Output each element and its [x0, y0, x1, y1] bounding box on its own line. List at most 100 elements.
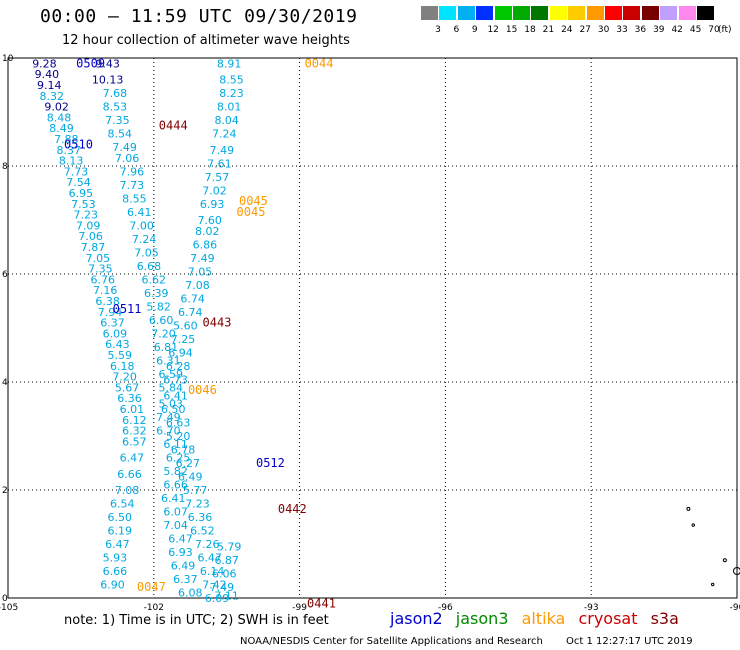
islands [686, 506, 740, 587]
wave-height-value: 6.50 [108, 511, 133, 524]
scale-swatch [421, 6, 438, 20]
scale-label: 18 [524, 25, 536, 35]
wave-height-value: 6.93 [168, 546, 193, 559]
wave-height-value: 7.94 [98, 306, 123, 319]
scale-swatch [476, 6, 494, 20]
wave-height-value: 6.09 [205, 592, 230, 605]
track-time-labels: 0509 0510 0511 0512 0444 0443 0442 0441 0044 0045… [64, 56, 336, 610]
wave-height-value: 6.90 [100, 579, 125, 592]
wave-height-value: 6.38 [95, 295, 120, 308]
wave-height-value: 6.74 [180, 292, 205, 305]
wave-height-value: 7.54 [66, 176, 91, 189]
wave-height-value: 6.76 [91, 273, 116, 286]
wave-height-value: 8.04 [214, 114, 239, 127]
scale-label: 42 [671, 25, 683, 35]
scale-swatch [660, 6, 678, 20]
wave-height-value: 7.05 [86, 252, 111, 265]
pass-time-label: 0443 [203, 316, 232, 330]
footnote: note: 1) Time is in UTC; 2) SWH is in fe… [64, 613, 329, 628]
footer-timestamp: Oct 1 12:27:17 UTC 2019 [566, 636, 693, 647]
scale-label: 33 [616, 25, 628, 35]
wave-height-value: 7.05 [188, 265, 213, 278]
wave-height-value: 7.42 [202, 579, 227, 592]
map-subtitle: 12 hour collection of altimeter wave hei… [62, 33, 350, 48]
wave-height-value: 6.19 [108, 525, 133, 538]
wave-height-value: 8.53 [103, 101, 128, 114]
scale-swatch [568, 6, 586, 20]
scale-swatch [678, 6, 696, 20]
legend-altika: altika [521, 609, 566, 628]
satellite-legend: jason2 jason3 altika cryosat s3a [390, 609, 687, 628]
wave-height-value: 6.47 [105, 538, 130, 551]
scale-swatch [439, 6, 457, 20]
wave-height-value: 6.66 [163, 479, 188, 492]
wave-height-value: 7.57 [205, 171, 230, 184]
scale-swatch [586, 6, 604, 20]
wave-height-value: 9.14 [37, 79, 62, 92]
pass-time-label: 0509 [76, 56, 105, 70]
wave-height-value: 8.49 [49, 122, 74, 135]
wave-height-value: 6.01 [120, 403, 145, 416]
wave-height-value: 6.78 [171, 444, 196, 457]
wave-height-value: 6.39 [144, 287, 169, 300]
wave-height-value: 5.67 [115, 381, 140, 394]
wave-height-value: 5.82 [146, 300, 171, 313]
scale-swatch [494, 6, 512, 20]
wave-height-value: 7.16 [93, 284, 118, 297]
wave-height-value: 6.06 [212, 568, 237, 581]
scale-swatch [697, 6, 714, 20]
scale-swatch [605, 6, 622, 20]
scale-swatch [623, 6, 641, 20]
track-b: 9.4310.137.688.537.358.547.497.067.967.7… [92, 57, 203, 599]
wave-height-value: 7.24 [132, 233, 157, 246]
wave-height-value: 6.47 [120, 452, 145, 465]
footer: NOAA/NESDIS Center for Satellite Applica… [240, 636, 713, 647]
wave-height-value: 6.52 [190, 525, 215, 538]
wave-height-value: 6.08 [178, 587, 203, 600]
wave-height-value: 7.02 [202, 184, 227, 197]
wave-height-value: 6.37 [100, 317, 125, 330]
scale-label: 3 [435, 25, 441, 35]
wave-height-value: 8.02 [195, 225, 220, 238]
wave-height-value: 6.14 [200, 565, 225, 578]
altimeter-tracks: 9.289.409.148.329.028.488.497.888.378.13… [32, 57, 244, 605]
wave-height-value: 6.27 [176, 457, 201, 470]
wave-height-value: 6.25 [166, 452, 191, 465]
map-grid [8, 58, 737, 598]
wave-height-value: 7.49 [210, 581, 235, 594]
pass-time-label: 0442 [278, 502, 307, 516]
wave-height-value: 9.02 [44, 101, 69, 114]
wave-height-value: 5.03 [159, 398, 184, 411]
pass-time-label: 0444 [159, 119, 188, 133]
wave-height-value: 6.87 [214, 554, 239, 567]
lon-tick-label: -105 [0, 603, 18, 613]
lon-tick-label: -102 [144, 603, 164, 613]
wave-height-value: 5.93 [103, 552, 128, 565]
wave-height-value: 6.59 [159, 368, 184, 381]
wave-height-value: 8.23 [219, 87, 244, 100]
pass-time-label: 0511 [113, 302, 142, 316]
scale-label: 12 [487, 25, 499, 35]
wave-height-value: 7.08 [185, 279, 210, 292]
wave-height-value: 7.60 [197, 214, 222, 227]
island [711, 582, 715, 587]
scale-label: 45 [689, 25, 702, 35]
legend-jason2: jason2 [390, 609, 443, 628]
lat-tick-label: 2 [2, 486, 8, 496]
wave-height-value: 7.35 [105, 114, 130, 127]
wave-height-value: 7.49 [156, 411, 181, 424]
scale-swatch [531, 6, 549, 20]
pass-time-label: 0046 [188, 383, 217, 397]
lat-tick-label: 10 [2, 54, 14, 64]
lat-tick-label: 8 [2, 162, 8, 172]
wave-height-value: 6.41 [163, 390, 188, 403]
wave-height-value: 6.60 [149, 314, 174, 327]
wave-height-value: 6.63 [166, 417, 191, 430]
wave-height-value: 7.24 [212, 128, 237, 141]
wave-height-value: 6.86 [193, 238, 218, 251]
wave-height-value: 6.95 [69, 187, 94, 200]
wave-height-value: 7.73 [64, 165, 89, 178]
wave-height-value: 8.13 [59, 155, 84, 168]
track-a: 9.289.409.148.329.028.488.497.888.378.13… [32, 57, 146, 591]
